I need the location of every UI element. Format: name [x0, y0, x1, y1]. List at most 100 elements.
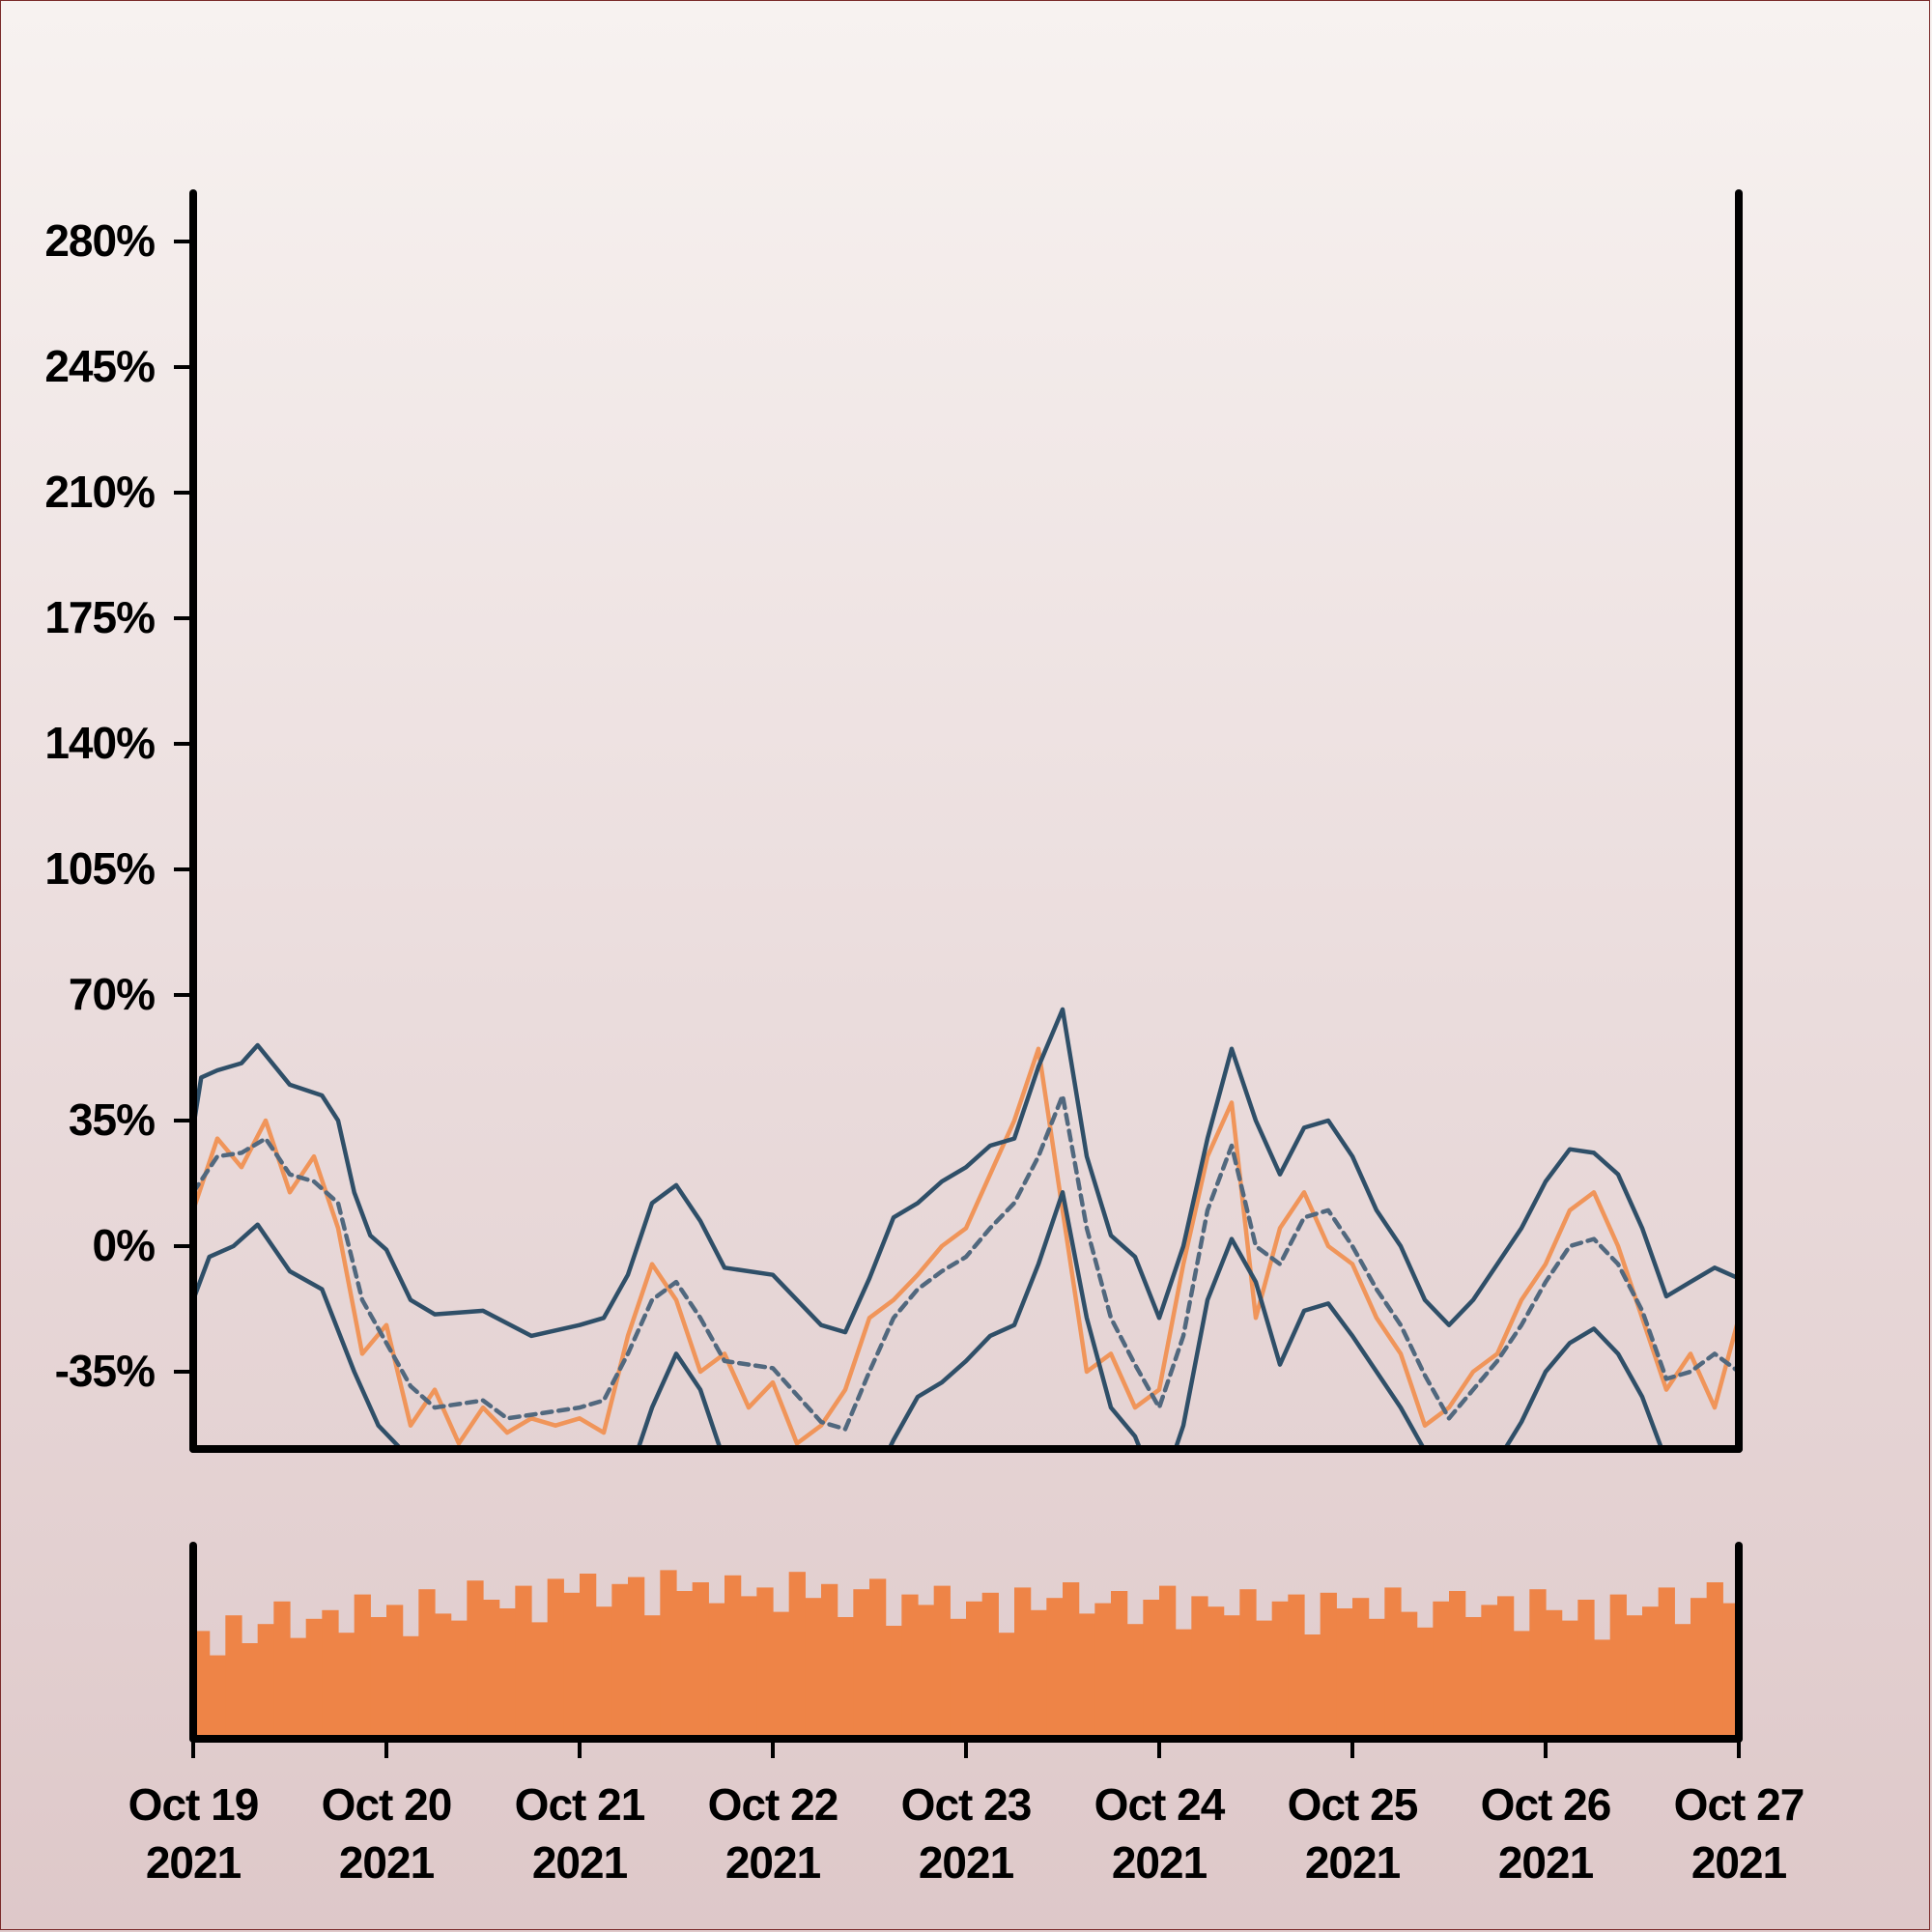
volume-bar	[1609, 1594, 1627, 1739]
volume-bar	[483, 1600, 500, 1739]
volume-bar	[1674, 1624, 1691, 1739]
volume-bar	[869, 1578, 887, 1739]
volume-bar	[1078, 1613, 1095, 1739]
upper-band-line	[193, 1007, 1739, 1339]
volume-bars	[193, 1570, 1740, 1739]
x-tick-label: Oct 25 2021	[1288, 1779, 1418, 1888]
volume-bar	[1384, 1587, 1402, 1739]
lower-band-line	[193, 1190, 1664, 1449]
volume-bar	[450, 1620, 468, 1739]
volume-bar	[1642, 1606, 1660, 1739]
axes	[189, 189, 1743, 1743]
x-tick-label: Oct 26 2021	[1481, 1779, 1611, 1888]
volume-bar	[1352, 1598, 1370, 1739]
x-tick-label: Oct 27 2021	[1674, 1779, 1804, 1888]
volume-bar	[595, 1606, 612, 1739]
volume-bar	[1529, 1589, 1547, 1739]
volume-bar	[756, 1587, 774, 1739]
volume-bar	[1449, 1591, 1466, 1739]
volume-bar	[1690, 1598, 1708, 1739]
volume-bar	[1256, 1620, 1273, 1739]
volume-bar	[1481, 1605, 1498, 1739]
volume-bar	[1271, 1601, 1289, 1739]
volume-bar	[708, 1603, 725, 1739]
middle-band-line	[193, 1093, 1739, 1432]
x-tick-label: Oct 23 2021	[901, 1779, 1032, 1888]
volume-bar	[370, 1617, 387, 1739]
volume-bar	[305, 1618, 323, 1739]
volume-bar	[1416, 1627, 1434, 1739]
volume-bar	[547, 1578, 564, 1739]
volume-bar	[885, 1626, 902, 1739]
volume-bar	[1464, 1617, 1482, 1739]
volume-bar	[1030, 1609, 1047, 1739]
volume-bar	[402, 1635, 419, 1739]
x-tick-label: Oct 21 2021	[515, 1779, 645, 1888]
series-lines	[193, 1007, 1739, 1449]
volume-bar	[901, 1594, 919, 1739]
volume-bar	[225, 1615, 242, 1739]
volume-bar	[1159, 1585, 1177, 1739]
volume-bar	[193, 1631, 211, 1739]
volume-bar	[498, 1608, 516, 1739]
volume-bar	[1094, 1603, 1112, 1739]
volume-bar	[338, 1633, 355, 1739]
x-tick-label: Oct 20 2021	[322, 1779, 452, 1888]
volume-bar	[1063, 1582, 1080, 1739]
volume-bar	[1208, 1606, 1225, 1739]
volume-bar	[1175, 1629, 1192, 1739]
volume-bar	[788, 1572, 806, 1739]
x-tick-label: Oct 24 2021	[1094, 1779, 1226, 1888]
volume-bar	[1304, 1634, 1321, 1739]
y-tick-label: -35%	[55, 1346, 155, 1396]
volume-bar	[467, 1580, 484, 1739]
volume-bar	[933, 1585, 951, 1739]
y-tick-label: 140%	[44, 718, 155, 768]
x-axis-ticks: Oct 19 2021 Oct 20 2021 Oct 21 2021 Oct 22 2021…	[128, 1739, 1804, 1888]
volume-bar	[1513, 1631, 1530, 1739]
volume-bar	[563, 1592, 581, 1739]
volume-bar	[273, 1601, 291, 1739]
volume-bar	[950, 1618, 967, 1739]
volume-bar	[257, 1624, 274, 1739]
volume-bar	[1546, 1609, 1563, 1739]
volume-bar	[580, 1574, 597, 1739]
volume-bar	[531, 1622, 549, 1739]
volume-bar	[676, 1591, 694, 1739]
y-tick-label: 0%	[93, 1220, 156, 1270]
volume-bar	[981, 1592, 999, 1739]
volume-bar	[1223, 1615, 1240, 1739]
volume-bar	[837, 1617, 854, 1739]
volume-bar	[1561, 1620, 1578, 1739]
volume-bar	[1433, 1601, 1450, 1739]
volume-bar	[724, 1575, 742, 1739]
volume-bar	[660, 1570, 677, 1739]
y-tick-label: 245%	[44, 341, 155, 391]
volume-bar	[1111, 1591, 1128, 1739]
volume-bar	[966, 1601, 983, 1739]
volume-bar	[435, 1613, 452, 1739]
volume-bar	[418, 1589, 436, 1739]
y-tick-label: 70%	[69, 969, 155, 1019]
y-tick-label: 175%	[44, 592, 155, 642]
volume-bar	[821, 1583, 838, 1739]
volume-bar	[1320, 1592, 1337, 1739]
volume-bar	[1626, 1615, 1643, 1739]
volume-bar	[628, 1577, 645, 1739]
y-tick-label: 105%	[44, 843, 155, 894]
volume-bar	[242, 1643, 259, 1739]
x-tick-label: Oct 19 2021	[128, 1779, 259, 1888]
volume-bar	[1336, 1608, 1353, 1739]
volume-bar	[643, 1615, 661, 1739]
volume-bar	[1658, 1587, 1675, 1739]
volume-bar	[805, 1598, 822, 1739]
volume-bar	[1014, 1587, 1032, 1739]
volume-bar	[1577, 1600, 1595, 1739]
x-tick-label: Oct 22 2021	[708, 1779, 838, 1888]
volume-bar	[1594, 1639, 1611, 1739]
volume-bar	[1706, 1582, 1723, 1739]
price-line	[193, 1046, 1739, 1446]
volume-bar	[354, 1594, 371, 1739]
volume-bar	[692, 1582, 709, 1739]
